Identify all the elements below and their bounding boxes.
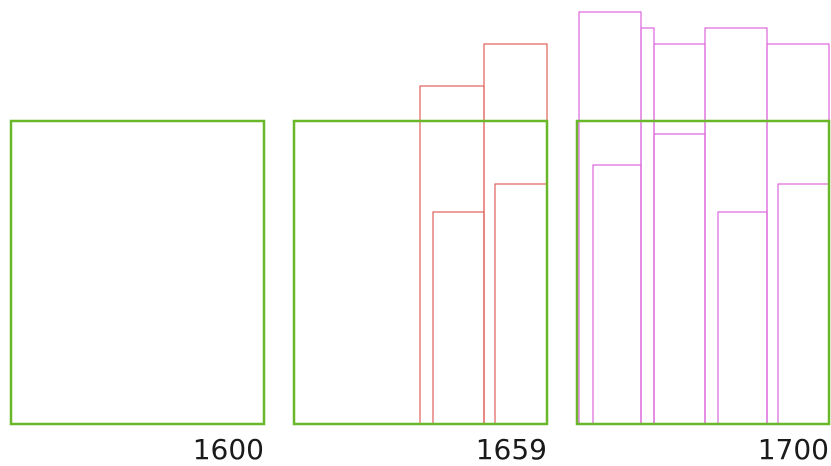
base-square [9, 119, 266, 426]
overlay-rect [653, 133, 706, 425]
overlay-rect [483, 43, 548, 425]
year-label: 1700 [758, 433, 829, 466]
panel-1700: 1700 [575, 11, 831, 466]
overlay-rect [640, 27, 655, 425]
overlay-rect [592, 164, 642, 425]
overlay-rect [653, 43, 706, 425]
overlay-rect [494, 183, 548, 425]
overlay-rect [717, 211, 768, 425]
overlay-rect [578, 11, 642, 425]
year-label: 1600 [193, 433, 264, 466]
panel-1659: 1659 [292, 43, 549, 466]
base-square [292, 119, 549, 426]
panel-1600: 1600 [9, 119, 266, 466]
base-square [575, 119, 831, 426]
overlay-rect [432, 211, 485, 425]
overlay-rect [704, 27, 768, 425]
overlay-rect [777, 183, 830, 425]
overlay-rect [419, 85, 485, 425]
year-label: 1659 [476, 433, 547, 466]
overlay-rect [766, 43, 830, 425]
